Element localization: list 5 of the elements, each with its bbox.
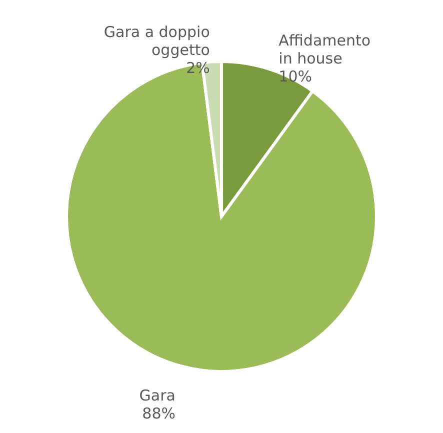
slice-label: Gara: [139, 386, 176, 405]
slice-label: Affidamento in house: [278, 32, 371, 68]
data-label: 10%: [278, 68, 312, 86]
slice-label: Gara a doppio oggetto: [104, 22, 210, 59]
data-label: 88%: [142, 404, 176, 423]
